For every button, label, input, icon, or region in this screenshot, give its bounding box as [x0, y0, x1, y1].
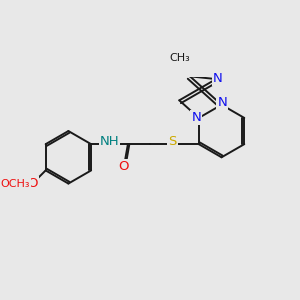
Text: CH₃: CH₃ — [169, 53, 190, 63]
Text: N: N — [191, 111, 201, 124]
Text: O: O — [119, 160, 129, 173]
Text: O: O — [27, 177, 38, 190]
Text: NH: NH — [100, 135, 119, 148]
Text: N: N — [213, 72, 223, 85]
Text: OCH₃: OCH₃ — [1, 178, 30, 189]
Text: S: S — [168, 135, 177, 148]
Text: N: N — [218, 96, 227, 109]
